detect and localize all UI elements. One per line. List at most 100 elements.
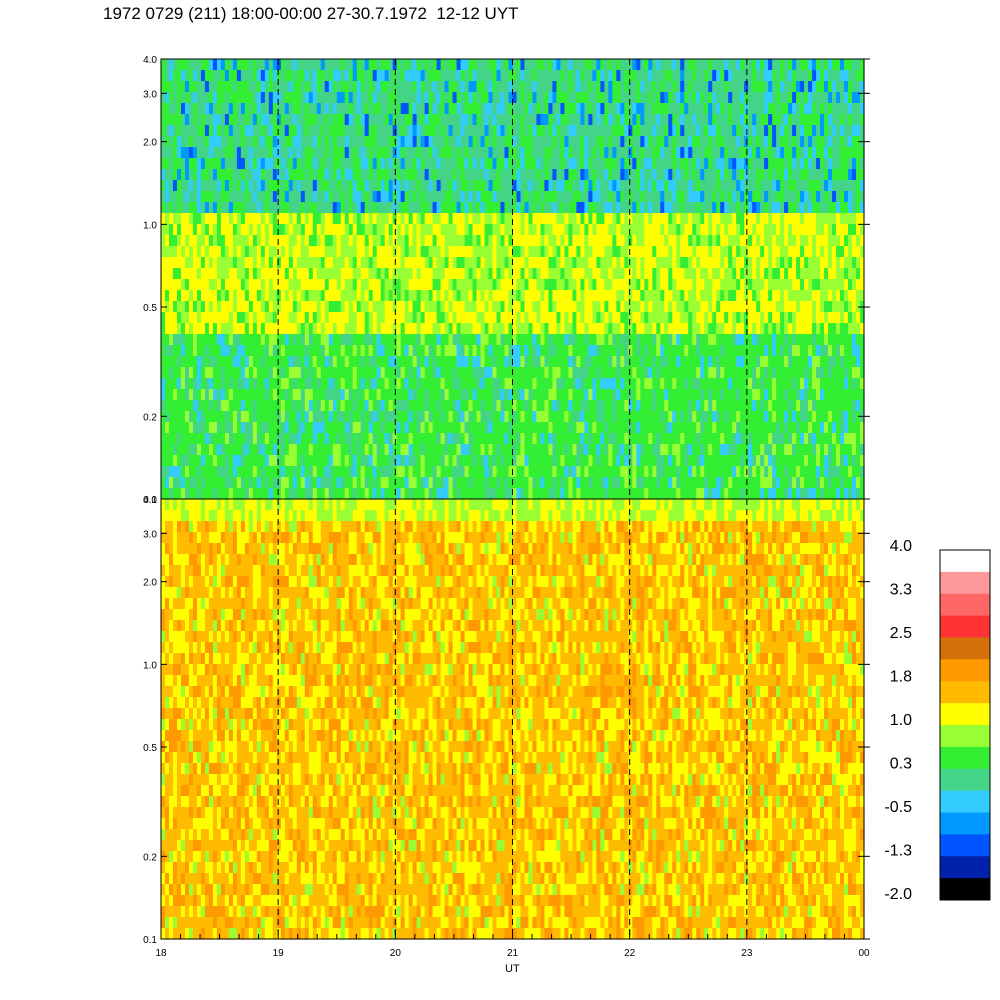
- spectrogram-cell: [548, 455, 554, 467]
- spectrogram-cell: [260, 301, 266, 313]
- spectrogram-cell: [304, 202, 310, 214]
- spectrogram-cell: [396, 213, 402, 225]
- spectrogram-cell: [440, 103, 446, 115]
- spectrogram-cell: [276, 455, 282, 467]
- spectrogram-cell: [368, 59, 374, 71]
- spectrogram-cell: [452, 411, 458, 423]
- spectrogram-cell: [336, 477, 342, 489]
- spectrogram-cell: [484, 147, 490, 159]
- spectrogram-cell: [308, 169, 314, 181]
- spectrogram-cell: [256, 455, 262, 467]
- spectrogram-cell: [276, 114, 282, 126]
- spectrogram-cell: [508, 158, 514, 170]
- spectrogram-cell: [596, 400, 601, 412]
- spectrogram-cell: [424, 301, 430, 313]
- spectrogram-cell: [180, 279, 186, 291]
- spectrogram-cell: [624, 169, 629, 181]
- spectrogram-cell: [224, 202, 230, 214]
- spectrogram-cell: [584, 59, 589, 71]
- spectrogram-cell: [588, 367, 593, 379]
- spectrogram-cell: [316, 70, 322, 82]
- spectrogram-cell: [552, 158, 558, 170]
- spectrogram-cell: [188, 433, 194, 445]
- spectrogram-cell: [612, 323, 617, 335]
- spectrogram-cell: [532, 323, 538, 335]
- spectrogram-cell: [176, 114, 182, 126]
- spectrogram-cell: [396, 268, 402, 280]
- spectrogram-cell: [184, 279, 190, 291]
- spectrogram-cell: [180, 125, 186, 137]
- spectrogram-cell: [596, 92, 601, 104]
- spectrogram-cell: [192, 202, 198, 214]
- spectrogram-cell: [636, 147, 641, 159]
- spectrogram-cell: [568, 213, 574, 225]
- spectrogram-cell: [348, 312, 354, 324]
- spectrogram-cell: [284, 268, 290, 280]
- spectrogram-cell: [416, 356, 422, 368]
- spectrogram-cell: [548, 422, 554, 434]
- spectrogram-cell: [480, 246, 486, 258]
- spectrogram-cell: [364, 147, 370, 159]
- spectrogram-cell: [632, 389, 637, 401]
- spectrogram-cell: [336, 114, 342, 126]
- spectrogram-cell: [560, 323, 566, 335]
- spectrogram-cell: [516, 290, 522, 302]
- spectrogram-cell: [240, 444, 246, 456]
- spectrogram-cell: [464, 433, 470, 445]
- spectrogram-cell: [560, 191, 566, 203]
- spectrogram-cell: [588, 345, 593, 357]
- spectrogram-cell: [560, 169, 566, 181]
- spectrogram-cell: [468, 345, 474, 357]
- spectrogram-cell: [424, 235, 430, 247]
- spectrogram-cell: [360, 213, 366, 225]
- spectrogram-cell: [448, 312, 454, 324]
- spectrogram-cell: [192, 92, 198, 104]
- spectrogram-cell: [604, 444, 609, 456]
- spectrogram-cell: [336, 59, 342, 71]
- spectrogram-cell: [396, 422, 402, 434]
- spectrogram-cell: [536, 345, 542, 357]
- spectrogram-cell: [168, 477, 174, 489]
- spectrogram-cell: [380, 334, 386, 346]
- spectrogram-cell: [656, 378, 661, 390]
- spectrogram-cell: [444, 378, 450, 390]
- spectrogram-cell: [576, 378, 581, 390]
- spectrogram-cell: [436, 356, 442, 368]
- spectrogram-cell: [444, 169, 450, 181]
- spectrogram-cell: [364, 92, 370, 104]
- spectrogram-cell: [396, 246, 402, 258]
- spectrogram-cell: [532, 356, 538, 368]
- spectrogram-cell: [540, 191, 546, 203]
- spectrogram-cell: [272, 213, 278, 225]
- spectrogram-cell: [552, 279, 558, 291]
- spectrogram-cell: [604, 367, 609, 379]
- spectrogram-cell: [504, 92, 510, 104]
- spectrogram-cell: [488, 114, 494, 126]
- spectrogram-cell: [536, 301, 542, 313]
- spectrogram-cell: [376, 92, 382, 104]
- spectrogram-cell: [640, 136, 645, 148]
- spectrogram-cell: [164, 224, 170, 236]
- spectrogram-cell: [656, 290, 661, 302]
- spectrogram-cell: [528, 92, 534, 104]
- spectrogram-cell: [176, 400, 182, 412]
- spectrogram-cell: [292, 411, 298, 423]
- spectrogram-cell: [240, 301, 246, 313]
- spectrogram-cell: [280, 268, 286, 280]
- spectrogram-cell: [180, 455, 186, 467]
- spectrogram-cell: [512, 257, 518, 269]
- spectrogram-cell: [316, 180, 322, 192]
- spectrogram-cell: [456, 290, 462, 302]
- spectrogram-cell: [176, 125, 182, 137]
- spectrogram-cell: [264, 422, 270, 434]
- spectrogram-cell: [288, 345, 294, 357]
- spectrogram-cell: [636, 114, 641, 126]
- spectrogram-cell: [232, 202, 238, 214]
- spectrogram-cell: [520, 411, 526, 423]
- spectrogram-cell: [632, 378, 637, 390]
- spectrogram-cell: [564, 268, 570, 280]
- spectrogram-cell: [332, 367, 338, 379]
- spectrogram-cell: [500, 378, 506, 390]
- spectrogram-cell: [380, 70, 386, 82]
- spectrogram-cell: [216, 158, 222, 170]
